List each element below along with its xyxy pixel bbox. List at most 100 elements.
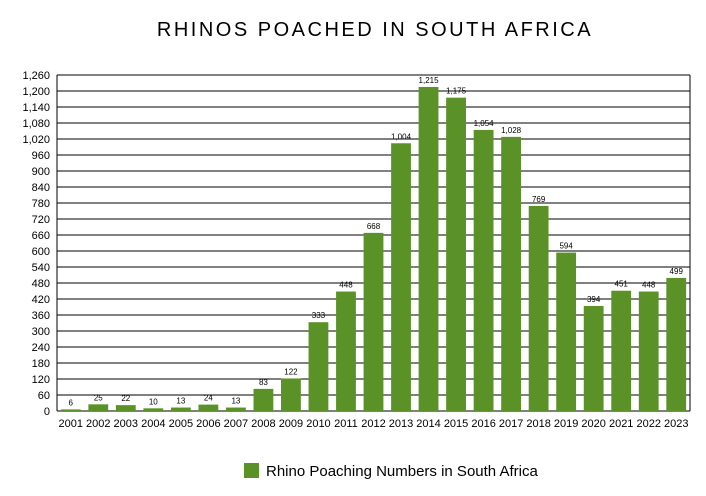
y-tick-label: 60 <box>38 390 50 402</box>
data-label: 394 <box>587 295 601 304</box>
bar <box>198 404 219 411</box>
bar <box>391 143 411 411</box>
y-tick-label: 780 <box>32 198 50 210</box>
chart-title: RHINOS POACHED IN SOUTH AFRICA <box>157 19 593 41</box>
x-tick-label: 2017 <box>499 418 523 430</box>
bar <box>501 136 522 411</box>
x-tick-label: 2011 <box>334 418 358 430</box>
data-label: 448 <box>642 281 656 290</box>
bar <box>253 388 274 411</box>
bars <box>60 87 687 412</box>
y-tick-label: 0 <box>44 406 50 418</box>
y-tick-label: 420 <box>32 294 50 306</box>
data-label: 1,175 <box>446 87 467 96</box>
bar <box>281 378 301 411</box>
data-label: 1,215 <box>419 76 440 85</box>
y-tick-label: 360 <box>32 310 50 322</box>
bar <box>336 291 356 411</box>
y-tick-label: 1,140 <box>22 102 50 114</box>
y-tick-label: 1,200 <box>22 86 50 98</box>
x-tick-label: 2003 <box>114 418 138 430</box>
bar <box>308 322 329 411</box>
x-tick-label: 2007 <box>224 418 248 430</box>
data-label: 13 <box>231 397 240 406</box>
data-label: 668 <box>367 222 381 231</box>
y-tick-label: 120 <box>32 374 50 386</box>
bar <box>60 409 81 411</box>
x-tick-label: 2023 <box>664 418 688 430</box>
bar <box>225 407 246 411</box>
x-tick-label: 2005 <box>169 418 193 430</box>
data-label: 25 <box>94 393 103 402</box>
bar <box>88 404 109 411</box>
x-tick-label: 2006 <box>196 418 220 430</box>
x-tick-label: 2012 <box>361 418 385 430</box>
x-tick-label: 2008 <box>251 418 275 430</box>
bar <box>638 291 659 411</box>
bar <box>143 408 164 411</box>
y-tick-label: 660 <box>32 230 50 242</box>
legend-swatch <box>244 463 259 478</box>
data-label: 10 <box>149 397 158 406</box>
data-label: 22 <box>121 394 130 403</box>
data-label: 122 <box>284 367 298 376</box>
legend: Rhino Poaching Numbers in South Africa <box>244 463 538 480</box>
bar <box>666 277 687 411</box>
x-tick-label: 2001 <box>59 418 83 430</box>
data-label: 1,004 <box>391 132 412 141</box>
y-tick-label: 240 <box>32 342 50 354</box>
x-tick-label: 2013 <box>389 418 413 430</box>
data-label: 448 <box>339 281 353 290</box>
y-tick-label: 1,020 <box>22 134 50 146</box>
data-label: 13 <box>176 397 185 406</box>
bar <box>170 407 191 411</box>
data-label: 594 <box>559 242 573 251</box>
y-tick-label: 1,260 <box>22 70 50 82</box>
bar <box>418 87 439 411</box>
y-axis: 0 60 120 180 240 300 360 420 480 540 600 660 720 780 8… <box>22 70 50 418</box>
x-tick-label: 2020 <box>581 418 605 430</box>
data-label: 769 <box>532 195 546 204</box>
x-tick-label: 2015 <box>444 418 468 430</box>
x-tick-label: 2010 <box>306 418 330 430</box>
x-tick-label: 2019 <box>554 418 578 430</box>
data-label: 333 <box>312 311 326 320</box>
bar <box>115 405 136 411</box>
legend-label: Rhino Poaching Numbers in South Africa <box>266 463 538 480</box>
data-labels: 6 25 22 10 13 24 13 83 122 333 448 668 1,004 1,215 1,1… <box>69 76 684 407</box>
grid <box>56 74 691 412</box>
x-tick-label: 2022 <box>636 418 660 430</box>
data-label: 24 <box>204 394 213 403</box>
x-tick-label: 2004 <box>141 418 165 430</box>
y-tick-label: 180 <box>32 358 50 370</box>
y-tick-label: 840 <box>32 182 50 194</box>
y-tick-label: 480 <box>32 278 50 290</box>
bar <box>363 232 384 411</box>
y-tick-label: 960 <box>32 150 50 162</box>
data-label: 6 <box>69 398 74 407</box>
bar <box>583 305 604 411</box>
x-tick-label: 2014 <box>416 418 440 430</box>
y-tick-label: 300 <box>32 326 50 338</box>
data-label: 499 <box>670 267 684 276</box>
data-label: 1,054 <box>474 119 495 128</box>
x-tick-label: 2016 <box>471 418 495 430</box>
y-tick-label: 900 <box>32 166 50 178</box>
x-axis: 2001 2002 2003 2004 2005 2006 2007 2008 2009 2010… <box>59 418 689 430</box>
bar <box>611 290 632 411</box>
bar <box>556 252 577 411</box>
data-label: 451 <box>615 280 629 289</box>
bar <box>446 97 466 412</box>
bar <box>473 129 494 411</box>
y-tick-label: 720 <box>32 214 50 226</box>
bar <box>528 205 549 411</box>
y-tick-label: 600 <box>32 246 50 258</box>
y-tick-label: 540 <box>32 262 50 274</box>
x-tick-label: 2018 <box>526 418 550 430</box>
y-tick-label: 1,080 <box>22 118 50 130</box>
x-tick-label: 2002 <box>86 418 110 430</box>
data-label: 83 <box>259 378 268 387</box>
data-label: 1,028 <box>501 126 522 135</box>
x-tick-label: 2021 <box>609 418 633 430</box>
